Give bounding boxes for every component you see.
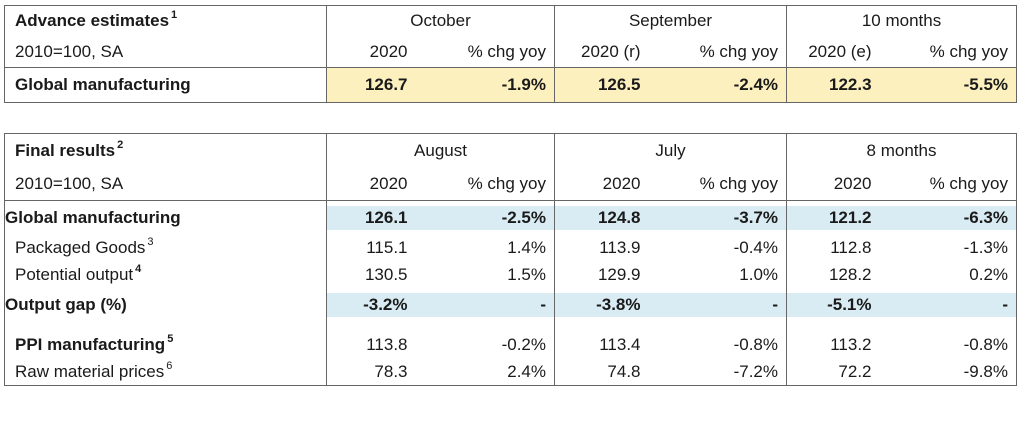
row-label: Global manufacturing bbox=[15, 75, 191, 94]
period-header-october: October bbox=[325, 5, 555, 36]
final-title: Final results 2 bbox=[15, 138, 124, 160]
value-cell: 126.1 bbox=[326, 200, 408, 234]
value-cell: 113.9 bbox=[554, 234, 641, 261]
period-header-july: July bbox=[553, 133, 787, 167]
value-cell: 113.8 bbox=[326, 331, 408, 358]
value-cell: -1.9% bbox=[407, 67, 555, 103]
value-cell: 2.4% bbox=[507, 361, 546, 381]
period-header-8-months: 8 months bbox=[786, 133, 1017, 167]
final-results-table: Final results 2 August July 8 months 2010… bbox=[4, 133, 1018, 386]
value-cell: 72.2 bbox=[786, 358, 872, 386]
value-cell: -7.2% bbox=[733, 361, 779, 381]
col-header-chg: % chg yoy bbox=[407, 167, 555, 201]
value-cell: - bbox=[407, 288, 555, 321]
advance-estimates-table: Advance estimates 1 October September 10 … bbox=[4, 5, 1018, 103]
col-header-value: 2020 bbox=[326, 167, 408, 201]
table-row: Packaged Goods 3 115.1 1.4% 113.9 -0.4% 1… bbox=[5, 234, 1017, 261]
spacer-row bbox=[5, 321, 1017, 331]
table-row: Global manufacturing 126.7 -1.9% 126.5 -… bbox=[5, 67, 1017, 103]
value-cell: 74.8 bbox=[554, 358, 641, 386]
period-header-september: September bbox=[554, 5, 787, 36]
col-header-chg: % chg yoy bbox=[640, 167, 787, 201]
col-header-value: 2020 bbox=[554, 167, 641, 201]
col-header-chg: % chg yoy bbox=[407, 36, 555, 68]
value-cell: 129.9 bbox=[554, 261, 641, 288]
value-cell: 78.3 bbox=[326, 358, 408, 386]
value-cell: -5.5% bbox=[871, 67, 1017, 103]
row-label: Potential output 4 bbox=[15, 262, 142, 284]
value-cell: 113.2 bbox=[786, 331, 872, 358]
table-row: PPI manufacturing 5 113.8 -0.2% 113.4 -0.… bbox=[5, 331, 1017, 358]
value-cell: 112.8 bbox=[786, 234, 872, 261]
value-cell: -0.4% bbox=[733, 237, 779, 257]
table-row: Global manufacturing 126.1 -2.5% 124.8 -… bbox=[5, 200, 1017, 235]
row-label: Raw material prices 6 bbox=[15, 359, 173, 381]
col-header-value: 2020 bbox=[786, 167, 872, 201]
value-cell: -5.1% bbox=[786, 288, 872, 321]
value-cell: 115.1 bbox=[326, 234, 408, 261]
value-cell: 126.5 bbox=[554, 67, 641, 103]
value-cell: - bbox=[640, 288, 787, 321]
row-label: PPI manufacturing 5 bbox=[15, 332, 174, 354]
col-header-chg: % chg yoy bbox=[640, 36, 787, 68]
value-cell: 124.8 bbox=[554, 200, 641, 234]
value-cell: -2.4% bbox=[640, 67, 787, 103]
row-label: Output gap (%) bbox=[5, 294, 127, 314]
advance-base-label: 2010=100, SA bbox=[4, 36, 327, 68]
col-header-value: 2020 (e) bbox=[786, 36, 872, 68]
value-cell: -3.8% bbox=[554, 288, 641, 321]
col-header-value: 2020 bbox=[326, 36, 408, 68]
row-label: Packaged Goods 3 bbox=[15, 235, 154, 257]
value-cell: -1.3% bbox=[963, 237, 1009, 257]
table-row: Raw material prices 6 78.3 2.4% 74.8 -7.2… bbox=[5, 358, 1017, 386]
value-cell: - bbox=[871, 288, 1017, 321]
value-cell: 113.4 bbox=[554, 331, 641, 358]
value-cell: -0.8% bbox=[963, 334, 1009, 354]
value-cell: -0.2% bbox=[501, 334, 546, 354]
value-cell: -3.2% bbox=[326, 288, 408, 321]
col-header-value: 2020 (r) bbox=[554, 36, 641, 68]
value-cell: -6.3% bbox=[871, 201, 1017, 235]
value-cell: 0.2% bbox=[969, 264, 1009, 284]
col-header-chg: % chg yoy bbox=[871, 36, 1017, 68]
value-cell: 1.4% bbox=[507, 237, 546, 257]
table-row: Potential output 4 130.5 1.5% 129.9 1.0% … bbox=[5, 261, 1017, 288]
table-row: Output gap (%) -3.2% - -3.8% - -5.1% - bbox=[5, 288, 1017, 321]
value-cell: 1.5% bbox=[507, 264, 546, 284]
value-cell: -3.7% bbox=[640, 201, 787, 235]
value-cell: -2.5% bbox=[407, 201, 555, 235]
value-cell: 1.0% bbox=[739, 264, 779, 284]
final-base-label: 2010=100, SA bbox=[4, 167, 327, 201]
period-header-august: August bbox=[326, 133, 555, 167]
period-header-10-months: 10 months bbox=[786, 5, 1017, 36]
value-cell: 126.7 bbox=[326, 67, 408, 103]
value-cell: 128.2 bbox=[786, 261, 872, 288]
value-cell: -9.8% bbox=[963, 361, 1009, 381]
row-label: Global manufacturing bbox=[5, 207, 181, 227]
advance-title: Advance estimates 1 bbox=[15, 9, 178, 30]
col-header-chg: % chg yoy bbox=[871, 167, 1017, 201]
value-cell: -0.8% bbox=[733, 334, 779, 354]
value-cell: 121.2 bbox=[786, 200, 872, 234]
value-cell: 122.3 bbox=[786, 67, 872, 103]
value-cell: 130.5 bbox=[326, 261, 408, 288]
